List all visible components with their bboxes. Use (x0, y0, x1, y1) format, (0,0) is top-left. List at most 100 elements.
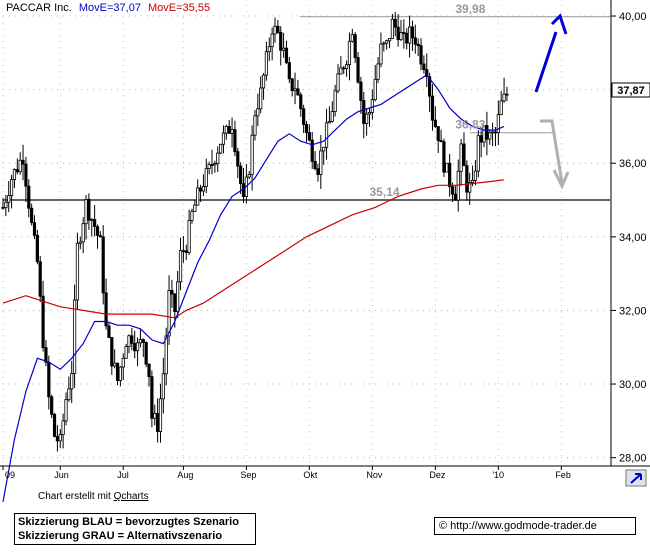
candle-body (35, 234, 39, 263)
y-tick-label: 28,00 (619, 453, 647, 465)
candle-body (107, 325, 111, 338)
candle-body (307, 132, 311, 141)
y-tick-label: 36,00 (619, 158, 647, 170)
alternative-scenario-arrow (540, 119, 564, 184)
candle-body (499, 100, 503, 115)
candle-body (333, 90, 337, 112)
candle-body (135, 342, 140, 352)
candle-body (290, 78, 294, 92)
candle-body (190, 211, 194, 221)
x-tick-label: Feb (555, 470, 571, 480)
candle-body (347, 40, 352, 66)
candle-body (196, 187, 200, 206)
candle-body (230, 129, 234, 134)
candle-body (156, 412, 160, 432)
candle-body (439, 140, 443, 143)
candle-body (170, 290, 174, 295)
candle-body (250, 134, 254, 175)
candle-body (459, 143, 463, 172)
candle-body (213, 163, 217, 166)
scroll-icon-box[interactable] (625, 469, 647, 487)
url-box[interactable]: © http://www.godmode-trader.de (434, 517, 636, 535)
candle-body (416, 43, 420, 47)
candle-body (104, 292, 108, 327)
candle-body (87, 198, 91, 221)
ema-fast-line (2, 74, 505, 502)
legend-ema-fast: MovE=37,07 (79, 2, 141, 14)
candle-body (502, 93, 506, 102)
legend-grey-line: Skizzierung GRAU = Alternativszenario (18, 530, 223, 542)
candle-body (61, 420, 65, 435)
candle-body (27, 185, 31, 209)
candle-body (21, 159, 25, 165)
candle-body (267, 46, 271, 53)
candles (1, 11, 509, 452)
candle-body (353, 34, 357, 58)
candle-body (359, 81, 363, 101)
candle-body (184, 250, 188, 253)
candle-body (18, 159, 22, 173)
candle-body (198, 187, 203, 192)
x-tick-label: Jul (117, 470, 129, 480)
x-tick-label: Nov (366, 470, 383, 480)
chart-header: PACCAR Inc. MovE=37,07 MovE=35,55 (0, 0, 228, 14)
candle-body (90, 219, 94, 221)
level-label: 39,98 (455, 2, 485, 16)
candle-body (84, 198, 88, 225)
qcharts-link[interactable]: Qcharts (113, 491, 149, 502)
x-tick-label: 09 (5, 470, 15, 480)
candle-body (373, 78, 377, 101)
chart-credit: Chart erstellt mit Qcharts (38, 491, 149, 502)
chart-title: PACCAR Inc. (6, 2, 72, 14)
candle-body (32, 222, 37, 236)
candle-body (273, 25, 277, 35)
candle-body (78, 241, 82, 244)
candle-body (428, 76, 432, 97)
candle-body (167, 290, 171, 337)
candle-body (247, 174, 251, 178)
svg-text:PACCAR Inc. MovE=37,07: PACCAR Inc. MovE=37,07 MovE=35,55 (6, 2, 210, 14)
candle-body (453, 193, 457, 201)
candle-body (233, 129, 237, 153)
candle-body (327, 121, 332, 124)
x-tick-label: Sep (240, 470, 256, 480)
candle-body (319, 150, 323, 175)
candle-body (370, 99, 374, 113)
candle-body (350, 34, 354, 42)
scenario-arrows (534, 13, 570, 190)
candle-body (30, 207, 34, 224)
candle-body (7, 195, 11, 203)
candle-body (293, 88, 297, 92)
candle-body (221, 132, 226, 145)
candle-body (138, 339, 143, 344)
preferred-scenario-arrowhead (550, 13, 568, 35)
candle-body (344, 64, 349, 69)
candle-body (50, 396, 54, 415)
candle-body (367, 111, 372, 115)
x-tick-label: Okt (303, 470, 318, 480)
candle-body (330, 111, 334, 122)
candle-body (115, 362, 120, 381)
candle-body (387, 38, 392, 42)
legend-blue-line: Skizzierung BLAU = bevorzugtes Szenario (18, 516, 239, 528)
candle-body (133, 342, 137, 352)
arrow-scroll-icon[interactable] (630, 473, 642, 484)
candle-body (70, 373, 74, 390)
candle-body (164, 335, 168, 375)
candle-body (52, 413, 57, 437)
candle-body (253, 115, 257, 136)
candle-body (450, 186, 455, 195)
candle-body (216, 152, 220, 164)
candle-body (385, 40, 389, 44)
candle-body (436, 126, 440, 141)
candle-body (124, 346, 128, 359)
website-url[interactable]: http://www.godmode-trader.de (450, 520, 597, 532)
candle-body (393, 18, 397, 28)
candle-body (496, 114, 500, 134)
candle-body (336, 73, 340, 92)
candle-body (224, 126, 228, 134)
candle-body (150, 376, 154, 419)
candle-body (270, 33, 274, 48)
preferred-scenario-arrow (534, 31, 558, 93)
